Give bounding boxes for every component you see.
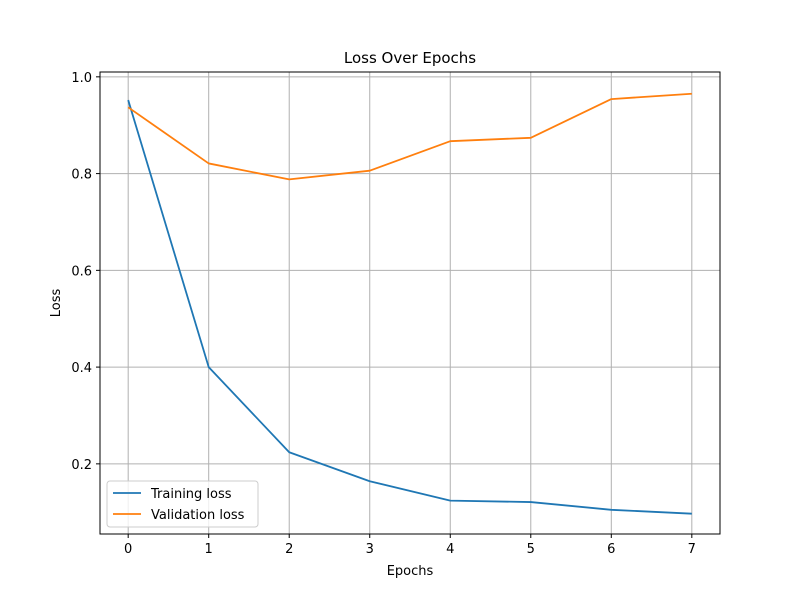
x-tick-label: 1 — [205, 542, 213, 557]
y-tick-label: 0.4 — [71, 361, 92, 376]
x-tick-label: 4 — [446, 542, 454, 557]
x-tick-label: 6 — [607, 542, 615, 557]
x-tick-label: 0 — [124, 542, 132, 557]
y-tick-label: 1.0 — [71, 71, 92, 86]
legend-label: Validation loss — [151, 508, 245, 523]
legend: Training loss Validation loss — [107, 481, 258, 527]
y-tick-label: 0.2 — [71, 458, 92, 473]
legend-label: Training loss — [150, 487, 232, 502]
x-tick-label: 3 — [366, 542, 374, 557]
y-tick-label: 0.8 — [71, 168, 92, 183]
x-tick-label: 7 — [688, 542, 696, 557]
x-axis-label: Epochs — [387, 564, 434, 579]
chart-title: Loss Over Epochs — [344, 49, 476, 67]
x-tick-label: 5 — [527, 542, 535, 557]
x-tick-label: 2 — [285, 542, 293, 557]
y-tick-label: 0.6 — [71, 264, 92, 279]
y-axis-label: Loss — [49, 289, 64, 318]
